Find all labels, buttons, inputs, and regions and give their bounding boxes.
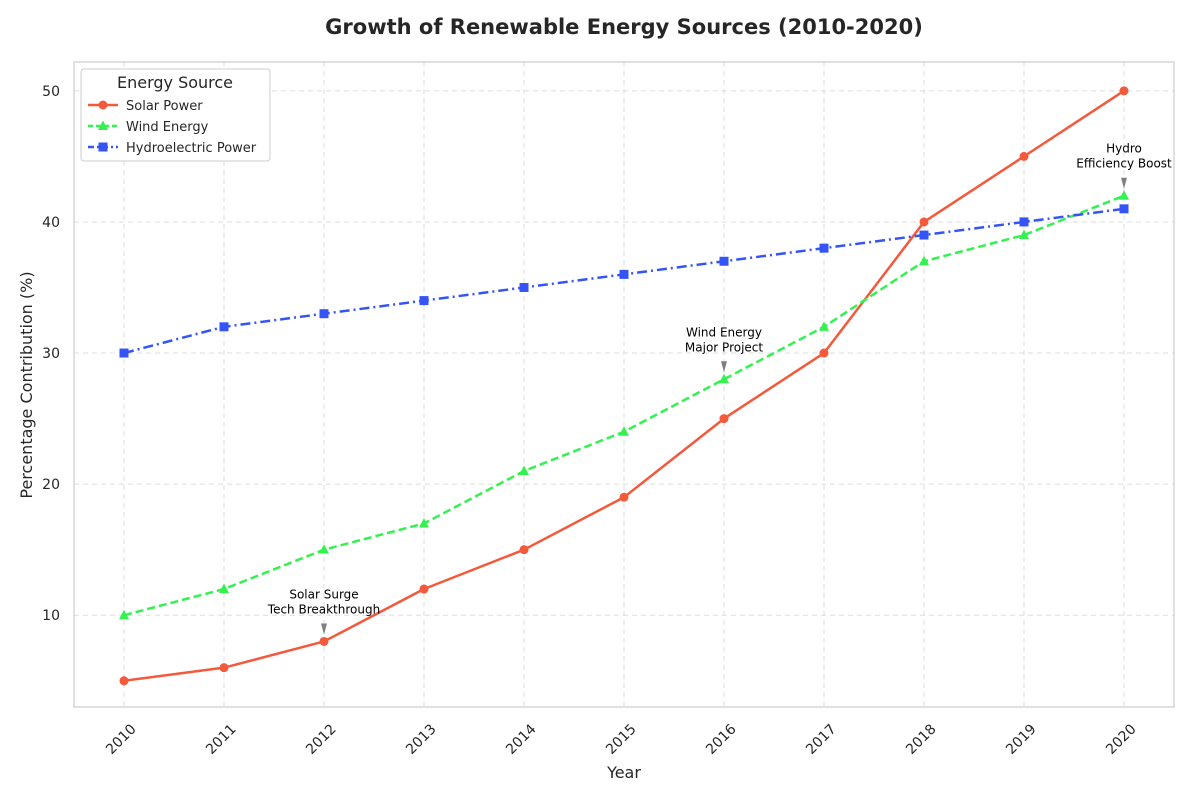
annotation-text: Hydro xyxy=(1106,142,1142,156)
hydroelectric-power-point xyxy=(419,296,429,306)
wind-energy-point xyxy=(919,255,929,266)
hydroelectric-power-point xyxy=(719,256,729,266)
solar-power-point xyxy=(1119,86,1129,96)
legend-marker xyxy=(98,100,108,110)
solar-power-point xyxy=(219,663,229,673)
hydroelectric-power-point xyxy=(819,243,829,253)
y-tick-label: 50 xyxy=(42,84,60,100)
y-tick-label: 30 xyxy=(42,346,60,362)
hydroelectric-power-point xyxy=(1019,217,1029,227)
y-axis-label: Percentage Contribution (%) xyxy=(17,271,36,498)
hydroelectric-power-point xyxy=(319,309,329,319)
legend-label: Solar Power xyxy=(126,99,203,114)
solar-power-point xyxy=(319,636,329,646)
y-tick-label: 40 xyxy=(42,215,60,231)
wind-energy-point xyxy=(819,321,829,331)
series-hydroelectric-power xyxy=(119,204,1129,358)
legend-title: Energy Source xyxy=(117,73,233,92)
hydroelectric-power-point xyxy=(919,230,929,240)
y-tick-labels: 10 20 30 40 50 xyxy=(42,84,60,624)
wind-energy-point xyxy=(1119,190,1129,200)
solar-power-point xyxy=(819,348,829,358)
wind-energy-point xyxy=(219,583,229,594)
hydroelectric-power-point xyxy=(619,269,629,279)
y-tick-label: 20 xyxy=(42,477,60,493)
series-solar-power xyxy=(119,86,1129,686)
legend-label: Hydroelectric Power xyxy=(126,141,257,156)
series-lines xyxy=(119,86,1129,686)
annotation-text: Solar Surge xyxy=(289,587,358,601)
annotation-arrow xyxy=(321,623,327,635)
solar-power-point xyxy=(719,414,729,424)
annotation-text: Wind Energy xyxy=(686,325,762,339)
wind-energy-point xyxy=(419,517,429,528)
wind-energy-point xyxy=(619,426,629,436)
annotation-arrow xyxy=(721,361,727,373)
wind-energy-point xyxy=(719,373,729,384)
hydroelectric-power-point xyxy=(219,322,229,332)
wind-energy-point xyxy=(519,465,529,476)
x-axis-label: Year xyxy=(606,763,641,782)
annotation-text: Efficiency Boost xyxy=(1076,157,1172,171)
solar-power-point xyxy=(1019,151,1029,161)
hydroelectric-power-point xyxy=(1119,204,1129,214)
legend-marker xyxy=(98,120,108,130)
legend-label: Wind Energy xyxy=(126,120,209,135)
y-tick-label: 10 xyxy=(42,608,60,624)
series-wind-energy xyxy=(119,190,1129,620)
wind-energy-point xyxy=(319,544,329,554)
hydroelectric-power-point xyxy=(119,348,129,358)
annotation-arrow xyxy=(1121,177,1127,189)
solar-power-point xyxy=(419,584,429,594)
legend-item-wind-energy: Wind Energy xyxy=(88,120,209,135)
solar-power-point xyxy=(919,217,929,227)
annotation-text: Major Project xyxy=(685,340,763,354)
legend-entries: Solar Power Wind Energy Hydroelectric Powe… xyxy=(88,99,257,156)
solar-power-point xyxy=(519,545,529,555)
annotation-text: Tech Breakthrough xyxy=(267,602,380,616)
legend-item-solar-power: Solar Power xyxy=(88,99,203,114)
hydroelectric-power-point xyxy=(519,282,529,292)
legend-item-hydroelectric-power: Hydroelectric Power xyxy=(88,141,257,156)
solar-power-point xyxy=(119,676,129,686)
plot-frame xyxy=(73,61,1175,708)
legend-marker xyxy=(98,142,108,152)
legend-box xyxy=(80,68,271,162)
legend: Energy Source Solar Power Wind Energy Hydr… xyxy=(80,68,271,162)
wind-energy-point xyxy=(119,609,129,620)
solar-power-point xyxy=(619,492,629,502)
chart-title: Growth of Renewable Energy Sources (2010… xyxy=(325,15,923,39)
wind-energy-point xyxy=(1019,229,1029,240)
